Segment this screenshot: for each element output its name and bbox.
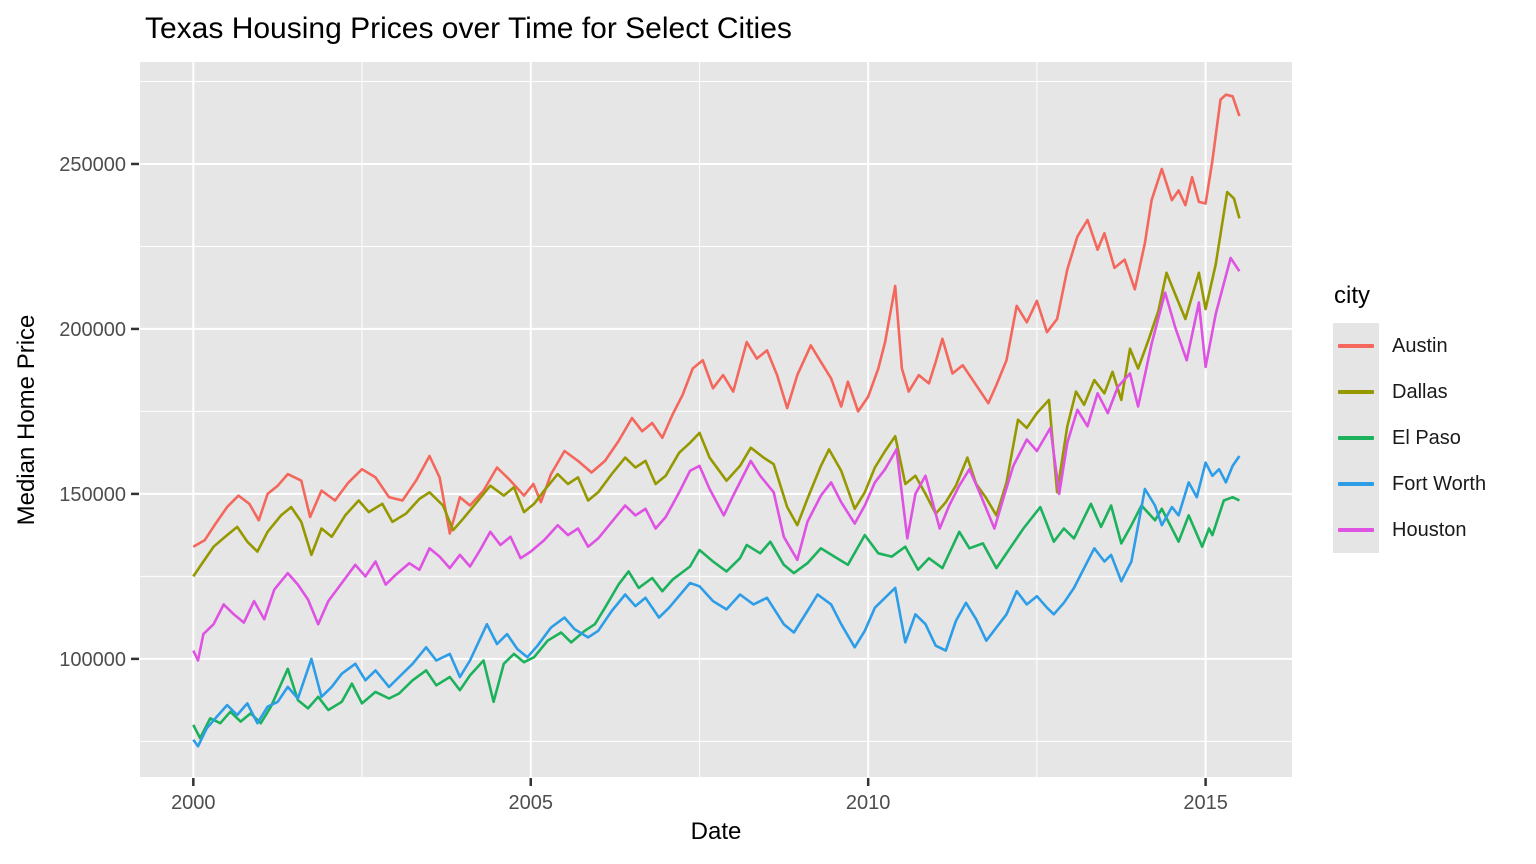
series-line-houston bbox=[192, 256, 1241, 662]
legend-key-line-icon bbox=[1338, 528, 1374, 532]
legend-item-label: El Paso bbox=[1392, 426, 1461, 449]
legend-item-label: Austin bbox=[1392, 334, 1448, 357]
panel-background bbox=[140, 62, 1292, 777]
series-line-dallas bbox=[192, 190, 1241, 578]
legend-item-dallas: Dallas bbox=[1333, 369, 1486, 415]
legend-item-houston: Houston bbox=[1333, 507, 1486, 553]
y-axis-title: Median Home Price bbox=[13, 314, 40, 526]
legend-key-swatch bbox=[1333, 461, 1379, 507]
series-line-austin bbox=[192, 93, 1241, 548]
y-tick-label: 100000 bbox=[59, 649, 126, 671]
x-axis-title: Date bbox=[690, 818, 742, 845]
legend-key-swatch bbox=[1333, 323, 1379, 369]
legend-key-line-icon bbox=[1338, 390, 1374, 394]
series-line-el-paso bbox=[192, 495, 1240, 740]
legend-item-austin: Austin bbox=[1333, 323, 1486, 369]
legend-key-swatch bbox=[1333, 507, 1379, 553]
legend-key-swatch bbox=[1333, 369, 1379, 415]
legend-key-line-icon bbox=[1338, 436, 1374, 440]
legend-item-label: Fort Worth bbox=[1392, 472, 1487, 495]
y-tick-label: 250000 bbox=[59, 154, 126, 176]
legend-item-label: Dallas bbox=[1392, 380, 1448, 403]
legend-item-el-paso: El Paso bbox=[1333, 415, 1486, 461]
legend-item-fort-worth: Fort Worth bbox=[1333, 461, 1486, 507]
legend-key-line-icon bbox=[1338, 482, 1374, 486]
x-tick-label: 2010 bbox=[846, 792, 891, 814]
chart-title: Texas Housing Prices over Time for Selec… bbox=[145, 12, 792, 45]
x-tick-label: 2000 bbox=[171, 792, 216, 814]
legend-item-label: Houston bbox=[1392, 518, 1467, 541]
y-tick-label: 150000 bbox=[59, 484, 126, 506]
legend-title: city bbox=[1334, 282, 1370, 309]
legend-items: Austin Dallas El Paso Fort Worth Houston bbox=[1333, 323, 1486, 553]
x-tick-label: 2005 bbox=[508, 792, 553, 814]
y-tick-label: 200000 bbox=[59, 319, 126, 341]
legend: city Austin Dallas El Paso Fort Worth Housto… bbox=[1333, 282, 1486, 553]
x-tick-label: 2015 bbox=[1183, 792, 1228, 814]
legend-key-swatch bbox=[1333, 415, 1379, 461]
series-line-fort-worth bbox=[192, 455, 1241, 748]
legend-key-line-icon bbox=[1338, 344, 1374, 348]
